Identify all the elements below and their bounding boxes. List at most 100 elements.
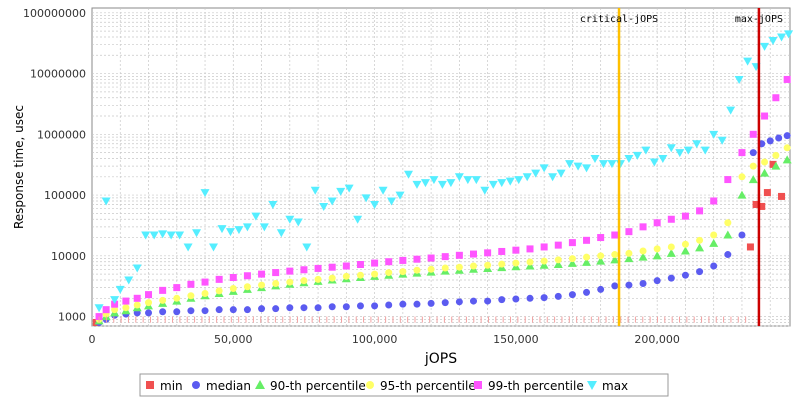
data-point — [122, 297, 130, 305]
legend-label: 95-th percentile — [380, 379, 476, 393]
data-point — [746, 243, 754, 251]
data-point — [258, 305, 266, 313]
data-point — [761, 158, 769, 166]
legend-marker — [587, 381, 597, 390]
data-point — [399, 268, 407, 276]
data-point — [611, 282, 619, 290]
data-point — [582, 164, 592, 173]
data-point — [611, 231, 619, 239]
data-point — [778, 192, 786, 200]
data-point — [583, 236, 591, 244]
data-point — [344, 184, 354, 193]
legend-label: median — [206, 379, 251, 393]
data-point — [498, 296, 506, 304]
data-point — [761, 112, 769, 120]
data-point — [404, 170, 414, 179]
data-point — [548, 173, 558, 182]
data-point — [413, 300, 421, 308]
data-point — [667, 274, 675, 282]
data-point — [766, 137, 774, 145]
data-point — [625, 228, 633, 236]
data-point — [760, 168, 770, 177]
data-point — [638, 252, 648, 261]
data-point — [159, 286, 167, 294]
data-point — [692, 140, 702, 149]
data-point — [175, 231, 185, 240]
data-point — [717, 136, 727, 145]
data-point — [724, 176, 732, 184]
data-point — [480, 186, 490, 195]
data-point — [173, 284, 181, 292]
data-point — [159, 296, 167, 304]
data-point — [695, 243, 705, 252]
x-tick-label: 100,000 — [352, 333, 398, 346]
data-point — [455, 298, 463, 306]
series-max — [94, 30, 794, 313]
data-point — [597, 285, 605, 293]
x-axis-title: jOPS — [424, 351, 457, 367]
data-point — [145, 291, 153, 299]
data-point — [748, 175, 758, 184]
data-point — [611, 251, 619, 259]
data-point — [385, 301, 393, 309]
data-point — [225, 228, 235, 237]
data-point — [243, 272, 251, 280]
data-point — [399, 256, 407, 264]
data-point — [771, 161, 781, 170]
data-point — [784, 30, 794, 39]
data-point — [395, 191, 405, 200]
data-point — [743, 57, 753, 66]
data-point — [328, 274, 336, 282]
data-point — [724, 219, 732, 227]
data-point — [710, 231, 718, 239]
data-point — [385, 269, 393, 277]
data-point — [192, 229, 202, 238]
data-point — [758, 202, 766, 210]
data-point — [387, 197, 397, 206]
data-point — [484, 297, 492, 305]
data-point — [772, 151, 780, 159]
data-point — [624, 254, 634, 263]
data-point — [724, 251, 732, 259]
data-point — [183, 243, 193, 252]
data-point — [769, 160, 777, 168]
data-point — [539, 164, 549, 173]
data-point — [361, 194, 371, 203]
series-median — [95, 132, 791, 326]
data-point — [110, 296, 120, 305]
data-point — [413, 266, 421, 274]
data-point — [217, 225, 227, 234]
data-point — [488, 180, 498, 189]
data-point — [667, 215, 675, 223]
data-point — [441, 299, 449, 307]
data-point — [356, 271, 364, 279]
data-point — [159, 308, 167, 316]
data-point — [258, 270, 266, 278]
data-point — [607, 160, 617, 169]
legend-marker — [192, 381, 200, 389]
data-point — [385, 258, 393, 266]
data-point — [371, 270, 379, 278]
y-tick-label: 100000000 — [23, 7, 86, 20]
data-point — [276, 229, 286, 238]
data-point — [201, 307, 209, 315]
data-point — [681, 212, 689, 220]
data-point — [590, 154, 600, 163]
data-point — [696, 207, 704, 215]
data-point — [455, 251, 463, 259]
data-point — [709, 238, 719, 247]
data-point — [342, 272, 350, 280]
data-point — [319, 202, 329, 211]
data-point — [111, 300, 119, 308]
data-point — [710, 262, 718, 270]
data-point — [782, 155, 792, 164]
y-tick-label: 10000 — [51, 250, 86, 263]
data-points — [92, 30, 794, 326]
data-point — [567, 258, 577, 267]
data-point — [272, 280, 280, 288]
data-point — [302, 243, 312, 252]
data-point — [749, 162, 757, 170]
data-point — [115, 285, 125, 294]
data-point — [760, 42, 770, 51]
data-point — [286, 267, 294, 275]
